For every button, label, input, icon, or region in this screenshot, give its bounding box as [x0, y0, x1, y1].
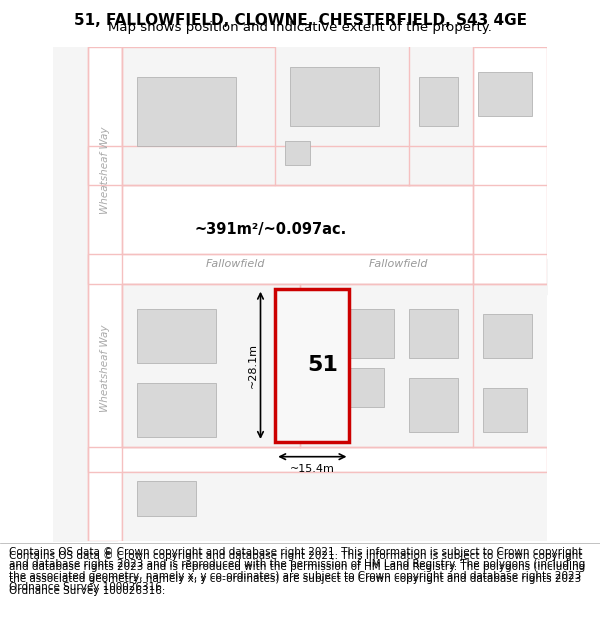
Text: 51: 51 [307, 356, 338, 376]
Polygon shape [275, 47, 409, 185]
Text: Fallowfield: Fallowfield [206, 259, 266, 269]
Polygon shape [409, 47, 473, 185]
Text: Contains OS data © Crown copyright and database right 2021. This information is : Contains OS data © Crown copyright and d… [9, 548, 585, 592]
Bar [325, 309, 394, 358]
Polygon shape [122, 284, 300, 447]
Polygon shape [122, 47, 275, 185]
Polygon shape [122, 471, 547, 541]
Polygon shape [88, 47, 122, 541]
Text: Wheatsheaf Way: Wheatsheaf Way [100, 324, 110, 411]
Text: ~28.1m: ~28.1m [248, 343, 258, 388]
Text: Fallowfield: Fallowfield [369, 259, 428, 269]
Bar [325, 368, 384, 408]
Bar [137, 76, 236, 146]
Bar [478, 71, 532, 116]
Polygon shape [88, 146, 547, 185]
Text: Wheatsheaf Way: Wheatsheaf Way [100, 126, 110, 214]
Text: Contains OS data © Crown copyright and database right 2021. This information is : Contains OS data © Crown copyright and d… [9, 551, 585, 596]
Polygon shape [300, 284, 473, 447]
Bar [275, 289, 349, 442]
Text: Map shows position and indicative extent of the property.: Map shows position and indicative extent… [108, 21, 492, 34]
Bar [285, 309, 340, 382]
Bar [409, 378, 458, 432]
Bar [137, 309, 216, 363]
Text: ~15.4m: ~15.4m [290, 464, 335, 474]
Polygon shape [473, 284, 547, 447]
Bar [482, 314, 532, 358]
Bar [290, 67, 379, 126]
Bar [137, 481, 196, 516]
Bar [137, 382, 216, 437]
Bar [409, 309, 458, 358]
Bar [285, 141, 310, 166]
Bar [285, 392, 329, 432]
Text: 51, FALLOWFIELD, CLOWNE, CHESTERFIELD, S43 4GE: 51, FALLOWFIELD, CLOWNE, CHESTERFIELD, S… [74, 13, 527, 28]
Text: ~391m²/~0.097ac.: ~391m²/~0.097ac. [194, 222, 347, 237]
Polygon shape [88, 254, 547, 284]
Polygon shape [473, 47, 547, 284]
Bar [482, 388, 527, 432]
Bar [419, 76, 458, 126]
Polygon shape [88, 447, 547, 471]
